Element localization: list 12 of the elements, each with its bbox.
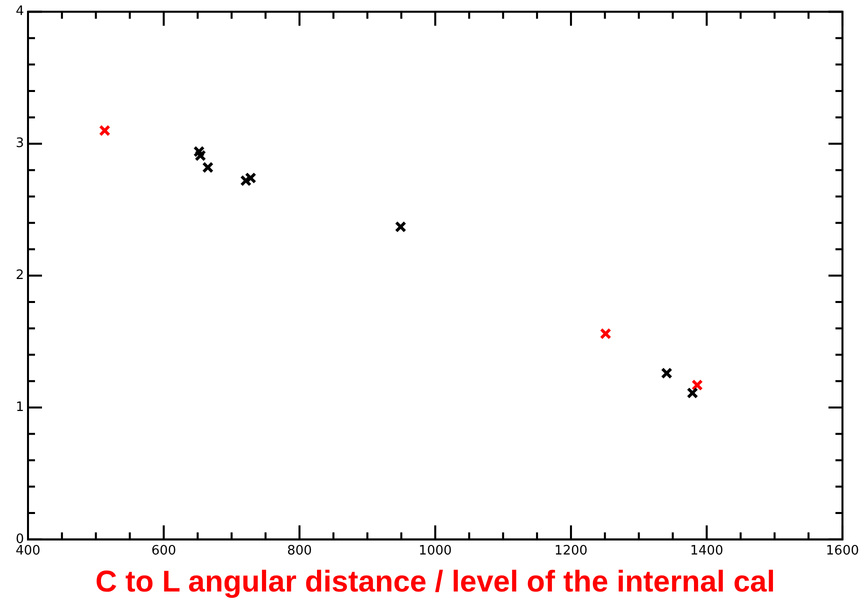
x-tick-label: 1200 <box>554 544 588 559</box>
x-tick-label: 1000 <box>418 544 452 559</box>
x-tick-label: 400 <box>16 544 40 559</box>
x-tick-label: 1400 <box>690 544 724 559</box>
x-tick-label: 800 <box>287 544 312 559</box>
x-tick-label: 1600 <box>826 544 860 559</box>
y-tick-label: 1 <box>16 400 24 415</box>
x-tick-label: 600 <box>151 544 176 559</box>
x-axis-title: C to L angular distance / level of the internal cal <box>95 565 776 598</box>
y-tick-label: 2 <box>16 268 24 283</box>
y-tick-label: 3 <box>16 136 24 152</box>
y-tick-label: 4 <box>16 4 24 20</box>
